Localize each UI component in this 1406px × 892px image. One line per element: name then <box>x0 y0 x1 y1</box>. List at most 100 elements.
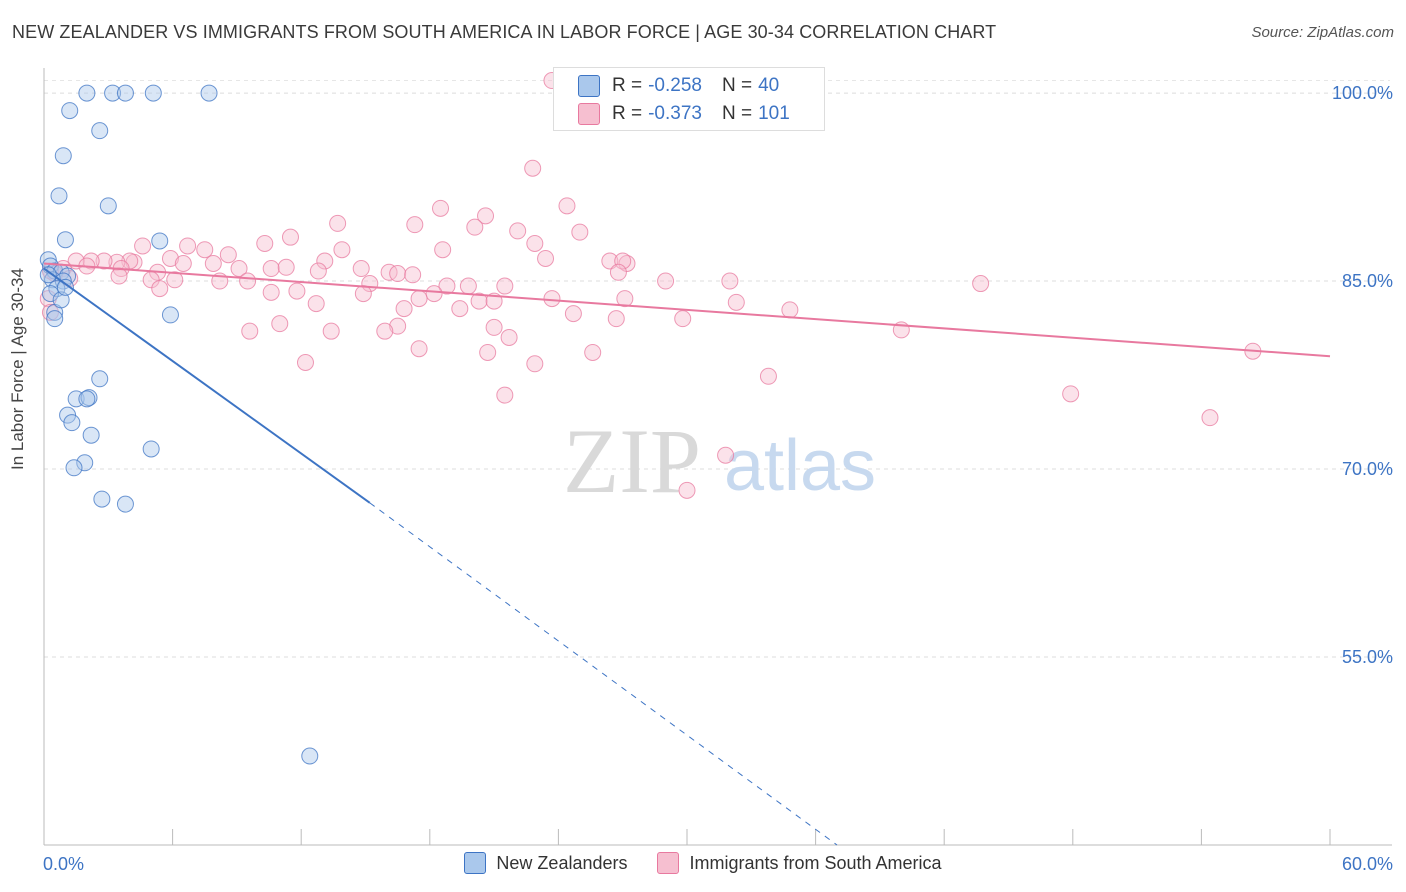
data-point <box>52 291 70 309</box>
data-point <box>301 747 319 765</box>
data-point <box>78 84 96 102</box>
data-point <box>781 301 799 319</box>
data-point <box>161 249 179 267</box>
y-tick-label: 70.0% <box>1342 459 1393 479</box>
data-point <box>316 252 334 270</box>
n-label: N = <box>721 75 753 96</box>
data-point <box>678 481 696 499</box>
legend-label: New Zealanders <box>496 852 628 873</box>
data-point <box>466 218 484 236</box>
data-point <box>451 300 469 318</box>
data-point <box>380 263 398 281</box>
data-point <box>91 122 109 140</box>
data-point <box>972 275 990 293</box>
legend-item-new-zealanders[interactable]: New Zealanders <box>464 852 627 874</box>
watermark: ZIP atlas <box>563 410 876 512</box>
data-point <box>479 343 497 361</box>
data-point <box>174 255 192 273</box>
data-point <box>485 318 503 336</box>
data-point <box>46 310 64 328</box>
watermark-zip: ZIP <box>563 410 701 512</box>
data-point <box>281 228 299 246</box>
data-point <box>151 280 169 298</box>
data-point <box>543 290 561 308</box>
data-point <box>438 277 456 295</box>
trend-line-blue <box>43 267 371 504</box>
data-point <box>470 292 488 310</box>
correlation-row-pink: R = -0.373 N = 101 <box>554 100 790 128</box>
data-point <box>727 293 745 311</box>
data-point <box>376 322 394 340</box>
data-point <box>65 459 83 477</box>
data-point <box>151 232 169 250</box>
data-point <box>432 199 450 217</box>
data-point <box>179 237 197 255</box>
data-point <box>524 159 542 177</box>
data-point <box>166 271 184 289</box>
data-point <box>721 272 739 290</box>
data-point <box>537 249 555 267</box>
x-tick-label: 0.0% <box>43 854 84 874</box>
data-point <box>717 446 735 464</box>
data-point <box>230 260 248 278</box>
data-point <box>389 317 407 335</box>
data-point <box>616 290 634 308</box>
data-point <box>56 231 74 249</box>
data-point <box>607 310 625 328</box>
data-point <box>477 207 495 225</box>
blue-swatch <box>464 852 487 874</box>
data-point <box>142 440 160 458</box>
data-point <box>500 328 518 346</box>
data-point <box>1201 409 1219 427</box>
data-point <box>99 197 117 215</box>
data-point <box>110 267 128 285</box>
data-point <box>61 102 79 120</box>
series-new-zealanders <box>39 84 319 765</box>
data-point <box>288 282 306 300</box>
r-value: -0.258 <box>648 75 702 96</box>
n-value: 40 <box>758 75 780 96</box>
data-point <box>204 255 222 273</box>
data-point <box>509 222 527 240</box>
data-point <box>82 426 100 444</box>
y-tick-label: 100.0% <box>1332 83 1393 103</box>
data-point <box>93 490 111 508</box>
data-point <box>50 187 68 205</box>
grid-lines <box>44 80 1390 658</box>
blue-swatch <box>578 75 600 97</box>
data-point <box>406 216 424 234</box>
data-point <box>322 322 340 340</box>
tick-labels: 55.0% 70.0% 85.0% 100.0% 0.0% 60.0% <box>43 83 1393 874</box>
correlation-legend: R = -0.258 N = 40 R = -0.373 N = 101 <box>553 67 825 131</box>
data-point <box>262 260 280 278</box>
data-point <box>91 370 109 388</box>
data-point <box>76 454 94 472</box>
data-point <box>601 252 619 270</box>
data-point <box>296 354 314 372</box>
data-point <box>104 84 122 102</box>
data-point <box>496 386 514 404</box>
legend-item-immigrants-south-america[interactable]: Immigrants from South America <box>657 852 942 874</box>
data-point <box>571 223 589 241</box>
data-point <box>54 147 72 165</box>
data-point <box>116 84 134 102</box>
data-point <box>307 295 325 313</box>
data-point <box>241 322 259 340</box>
data-point <box>759 367 777 385</box>
r-value: -0.373 <box>648 103 702 124</box>
data-point <box>116 495 134 513</box>
bottom-legend: New Zealanders Immigrants from South Ame… <box>0 852 1406 874</box>
data-point <box>354 285 372 303</box>
data-point <box>496 277 514 295</box>
data-point <box>352 260 370 278</box>
data-point <box>410 340 428 358</box>
data-point <box>674 310 692 328</box>
series-immigrants-south-america <box>39 72 1262 499</box>
data-point <box>564 305 582 323</box>
y-tick-label: 55.0% <box>1342 647 1393 667</box>
data-point <box>239 272 257 290</box>
x-tick-label: 60.0% <box>1342 854 1393 874</box>
data-point <box>389 265 407 283</box>
data-point <box>256 234 274 252</box>
